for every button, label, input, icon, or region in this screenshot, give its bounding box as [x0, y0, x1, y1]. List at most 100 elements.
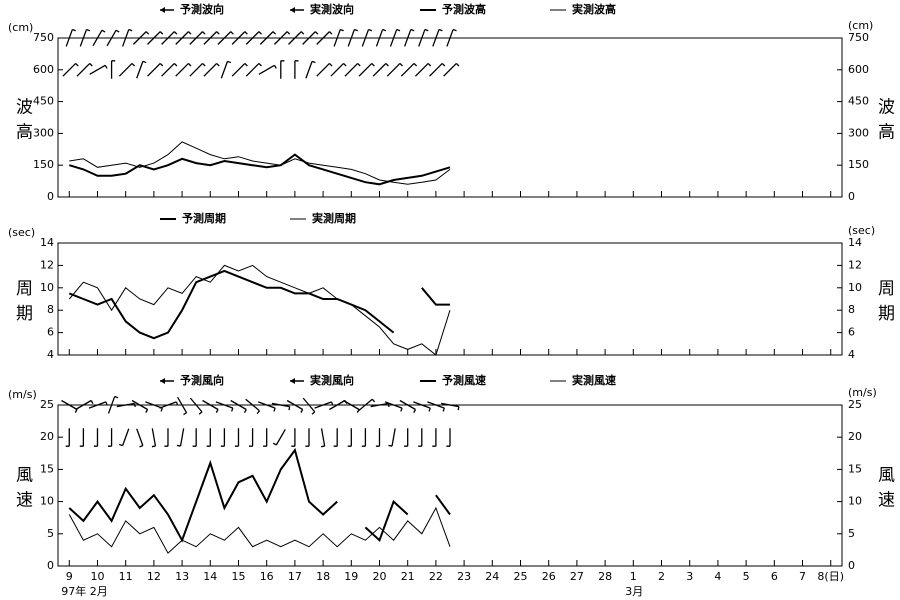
direction-arrow [358, 62, 375, 77]
y2-tick-label: 6 [848, 326, 855, 339]
y-tick-label: 12 [40, 258, 54, 271]
direction-arrow [427, 401, 445, 412]
direction-arrow [314, 401, 334, 409]
direction-arrow [161, 31, 178, 45]
direction-arrow [147, 31, 164, 45]
direction-arrow [273, 31, 291, 45]
y-tick-label: 5 [47, 527, 54, 540]
legend-label: 予測風向 [180, 373, 224, 387]
direction-arrow [159, 401, 179, 409]
x-tick-label: 14 [203, 570, 217, 583]
direction-arrow [280, 60, 285, 79]
y-tick-label: 0 [47, 190, 54, 203]
x-tick-label: 22 [429, 570, 443, 583]
y2-tick-label: 15 [848, 462, 862, 475]
x-tick-label: 28 [598, 570, 612, 583]
series-line [68, 447, 451, 543]
legend-arrowhead [290, 7, 295, 13]
direction-arrow [446, 428, 451, 447]
y2-tick-label: 8 [848, 303, 855, 316]
y-tick-label: 10 [40, 495, 54, 508]
direction-arrow [107, 428, 113, 447]
direction-arrow [89, 64, 108, 75]
x-tick-label: 5 [743, 570, 750, 583]
y-tick-label: 750 [33, 31, 54, 44]
direction-arrow [65, 428, 70, 447]
direction-arrow [189, 31, 206, 45]
legend-arrowhead [290, 378, 295, 384]
x-tick-label: 8(日) [817, 570, 844, 583]
x-tick-label: 7 [799, 570, 806, 583]
direction-arrow [245, 31, 262, 45]
y-tick-label: 450 [33, 95, 54, 108]
direction-arrow [258, 64, 277, 75]
direction-arrow [88, 401, 108, 409]
y-tick-label: 25 [40, 398, 54, 411]
direction-arrow [231, 62, 248, 77]
legend-arrowhead [160, 378, 165, 384]
x-tick-label: 13 [175, 570, 189, 583]
x-tick-label: 26 [542, 570, 556, 583]
direction-arrow [344, 62, 361, 77]
x-tick-label: 6 [771, 570, 778, 583]
direction-arrow [121, 28, 133, 47]
direction-arrow [230, 399, 247, 413]
y2-unit: (cm) [848, 19, 873, 32]
legend-label: 予測波高 [442, 2, 486, 16]
y2-tick-label: 0 [848, 559, 855, 572]
x-tick-label: 1 [630, 570, 637, 583]
direction-arrow [361, 428, 367, 447]
direction-arrow [418, 28, 429, 47]
legend-label: 実測波向 [310, 2, 354, 16]
direction-arrow [202, 399, 219, 413]
direction-arrow [263, 428, 268, 447]
direction-arrow [305, 60, 316, 79]
direction-arrow [258, 401, 276, 412]
direction-arrow [370, 402, 390, 408]
y-tick-label: 14 [40, 236, 54, 249]
y2-tick-label: 450 [848, 95, 869, 108]
y-tick-label: 8 [47, 303, 54, 316]
x-tick-label: 25 [514, 570, 528, 583]
x-tick-label: 11 [119, 570, 133, 583]
y-axis-label: 周期 [12, 279, 33, 329]
direction-arrow [333, 28, 344, 47]
direction-arrow [286, 399, 304, 413]
direction-arrow [272, 429, 286, 446]
direction-arrow [92, 29, 106, 47]
direction-arrow [333, 428, 338, 447]
direction-arrow [245, 398, 260, 414]
direction-arrow [388, 428, 396, 447]
direction-arrow [432, 428, 437, 447]
y2-tick-label: 600 [848, 63, 869, 76]
x-tick-label: 17 [288, 570, 302, 583]
month-label: 97年 2月 [61, 584, 108, 598]
direction-arrow [76, 62, 93, 77]
direction-arrow [203, 31, 220, 45]
y2-tick-label: 5 [848, 527, 855, 540]
direction-arrow [316, 62, 333, 77]
y-axis-label: 風速 [12, 466, 33, 516]
series-line [69, 141, 451, 185]
x-tick-label: 23 [457, 570, 471, 583]
x-tick-label: 10 [90, 570, 104, 583]
direction-arrow [316, 31, 333, 45]
direction-arrow [347, 428, 352, 447]
y2-tick-label: 14 [848, 236, 862, 249]
direction-arrow [220, 428, 226, 447]
series-line [69, 153, 451, 186]
direction-arrow [271, 402, 291, 411]
direction-arrow [305, 428, 310, 447]
month-label: 3月 [625, 585, 643, 598]
direction-arrow [386, 62, 403, 77]
direction-arrow [107, 395, 119, 414]
direction-arrow [361, 28, 373, 47]
direction-arrow [330, 62, 347, 77]
y2-tick-label: 750 [848, 31, 869, 44]
y-tick-label: 150 [33, 158, 54, 171]
direction-arrow [79, 428, 85, 447]
y-unit: (m/s) [8, 388, 37, 401]
direction-arrow [404, 428, 409, 447]
direction-arrow [175, 31, 192, 45]
direction-arrow [145, 401, 163, 412]
